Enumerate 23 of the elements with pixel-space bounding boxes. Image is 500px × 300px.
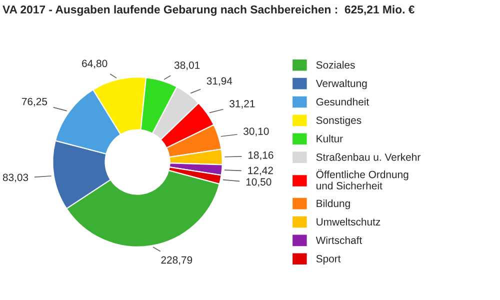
data-label: 83,03 [2,174,28,182]
data-label: 10,50 [246,178,272,187]
legend-label: Sonstiges [316,116,362,126]
legend-label: Bildung [316,199,350,210]
legend-label: Umweltschutz [316,218,380,226]
data-label: 228,79 [161,256,192,265]
data-label: 31,21 [230,100,255,109]
data-label: 64,80 [82,60,108,68]
data-label: 30,10 [244,128,269,136]
legend-label: Verwaltung [316,79,367,90]
legend-label: Kultur [316,134,343,142]
data-label: 12,42 [248,166,273,176]
data-label: 76,25 [22,98,48,106]
legend-label: Sport [316,255,341,264]
legend-label: Soziales [316,61,355,69]
data-label: 18,16 [248,151,274,160]
legend-label: Öffentliche Ordnung und Sicherheit [316,169,408,190]
data-label: 31,94 [206,77,232,86]
legend-label: Gesundheit [316,98,370,106]
legend-label: Wirtschaft [316,236,362,244]
data-label: 38,01 [174,61,200,70]
legend-label: Straßenbau u. Verkehr [316,153,420,161]
chart-title: VA 2017 - Ausgaben laufende Gebarung nach Sachbereichen : 625,21 Mio. € [2,5,415,16]
